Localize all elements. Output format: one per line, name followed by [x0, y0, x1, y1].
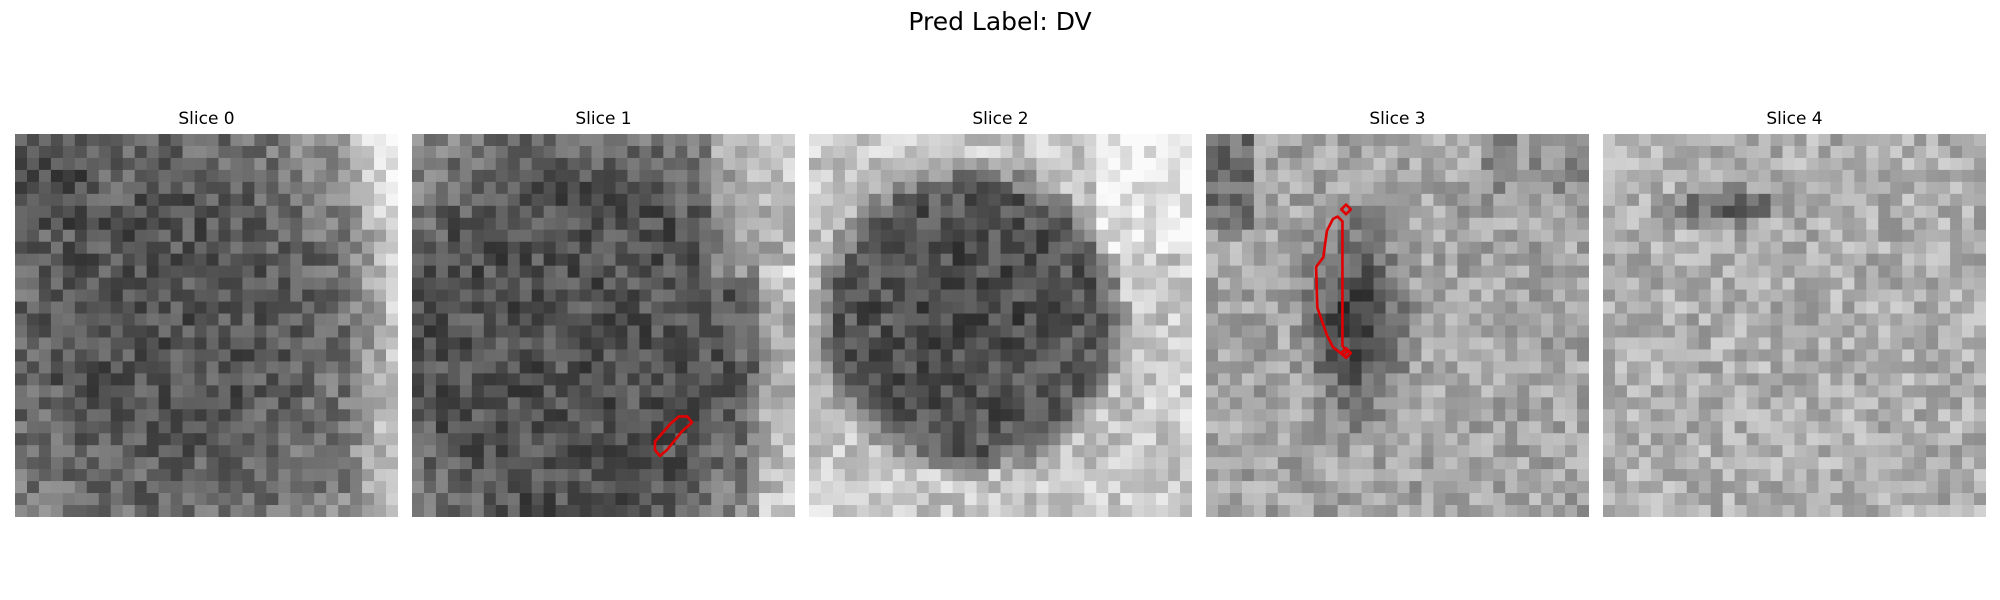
slice-panel-4: Slice 4 [1603, 107, 1986, 517]
figure-title: Pred Label: DV [908, 7, 1092, 36]
slice-title-4: Slice 4 [1766, 109, 1823, 129]
segmentation-contour-slice-1 [653, 415, 694, 458]
slice-image-0 [15, 134, 398, 517]
slice-image-2 [809, 134, 1192, 517]
slice-image-1 [412, 134, 795, 517]
slice-image-3 [1206, 134, 1589, 517]
slice-title-1: Slice 1 [575, 109, 632, 129]
slice-title-2: Slice 2 [972, 109, 1029, 129]
slice-panel-2: Slice 2 [809, 107, 1192, 517]
slice-panel-3: Slice 3 [1206, 107, 1589, 517]
segmentation-contour-slice-3-top [1339, 203, 1353, 216]
segmentation-contour-slice-3 [1314, 215, 1349, 357]
segmentation-contour-slice-3-bottom [1339, 346, 1353, 360]
slice-title-0: Slice 0 [178, 109, 235, 129]
slice-title-3: Slice 3 [1369, 109, 1426, 129]
slice-panel-0: Slice 0 [15, 107, 398, 517]
slice-panel-1: Slice 1 [412, 107, 795, 517]
slice-image-4 [1603, 134, 1986, 517]
